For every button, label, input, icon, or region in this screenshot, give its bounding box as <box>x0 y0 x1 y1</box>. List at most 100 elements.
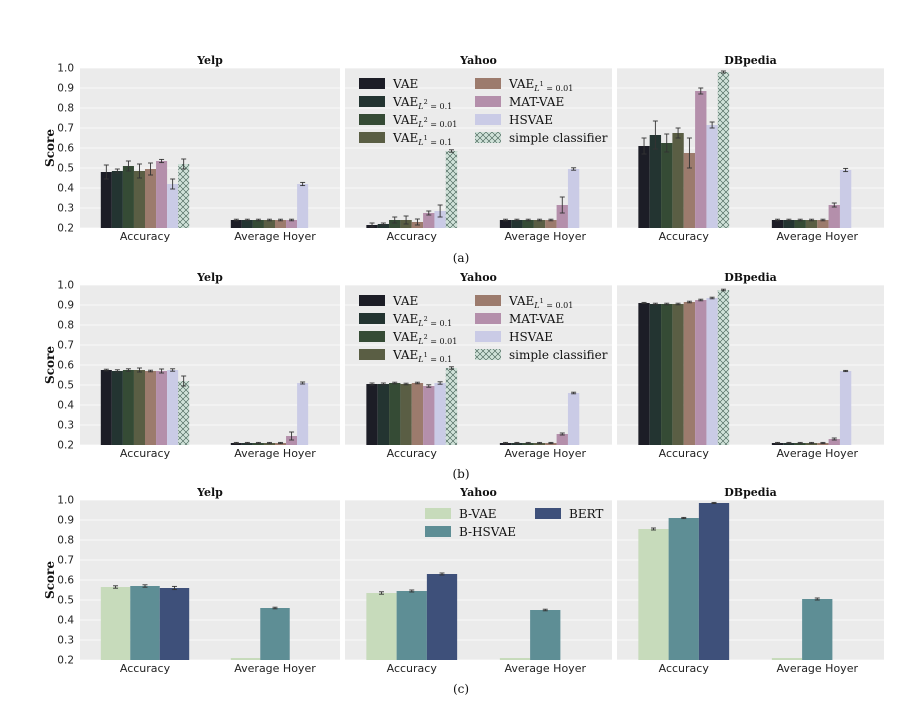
legend-label: HSVAE <box>509 113 553 127</box>
bar-mat-vae <box>286 436 298 445</box>
legend-swatch <box>475 114 501 125</box>
bar-vae-l2-0-1 <box>111 171 123 228</box>
panel-yelp: 0.2 0.3 0.4 0.5 0.6 0.7 0.8 0.9 1.0 Score Yelp Accu… <box>43 54 340 243</box>
bar-vae-l2-0-01 <box>252 220 264 228</box>
bar-simple-classifier <box>717 290 730 445</box>
legend-label: VAE <box>392 77 418 91</box>
bar-vae-l2-0-01 <box>661 143 673 228</box>
legend-label: BERT <box>569 507 603 521</box>
legend: VAE VAEL2 = 0.1 VAEL2 = 0.01 VAEL1 = 0.1 VAE… <box>359 294 608 364</box>
legend-label: VAEL2 = 0.01 <box>392 113 457 129</box>
bar-vae-l1-0-1 <box>263 220 275 228</box>
x-tick-label: Accuracy <box>120 662 171 675</box>
bar-hsvae <box>297 383 309 445</box>
panel-title: Yelp <box>196 271 223 284</box>
panel-yahoo: Yahoo Accuracy Average Hoyer B-VAE B-HSVAE BE… <box>345 486 612 675</box>
bar-vae-l1-0-1 <box>805 220 818 228</box>
legend-label: simple classifier <box>509 131 608 145</box>
bar-vae <box>638 146 650 228</box>
bar-mat-vae <box>423 213 435 228</box>
bar-hsvae <box>167 184 179 228</box>
y-tick-label: 0.7 <box>57 340 74 352</box>
bar-b-hsvae <box>530 610 561 660</box>
x-tick-label: Accuracy <box>659 662 710 675</box>
bar-hsvae <box>839 170 852 228</box>
legend-swatch <box>475 313 501 324</box>
row-0: 0.2 0.3 0.4 0.5 0.6 0.7 0.8 0.9 1.0 Score Yelp Accu… <box>43 54 884 265</box>
legend-label: VAEL2 = 0.01 <box>392 330 457 346</box>
bar-bert <box>159 588 190 660</box>
x-tick-label: Average Hoyer <box>234 230 316 243</box>
x-tick-label: Average Hoyer <box>777 230 859 243</box>
row-2: 0.2 0.3 0.4 0.5 0.6 0.7 0.8 0.9 1.0 Score Yelp Accu… <box>43 486 884 696</box>
y-tick-label: 0.9 <box>57 300 74 312</box>
bar-mat-vae <box>156 371 168 445</box>
legend-swatch <box>475 295 501 306</box>
legend-label: VAEL1 = 0.1 <box>392 348 452 364</box>
legend-swatch <box>359 96 385 107</box>
y-tick-label: 0.8 <box>57 103 74 115</box>
bar-vae-l2-0-1 <box>241 220 253 228</box>
legend-swatch <box>359 313 385 324</box>
bar-b-vae <box>100 587 131 660</box>
bar-mat-vae <box>423 386 435 445</box>
bar-vae-l2-0-1 <box>511 220 523 228</box>
legend-swatch <box>359 349 385 360</box>
legend-label: VAEL1 = 0.1 <box>392 131 452 147</box>
x-tick-label: Accuracy <box>659 447 710 460</box>
bar-mat-vae <box>828 205 840 228</box>
x-tick-label: Average Hoyer <box>777 662 859 675</box>
panel-dbpedia: DBpedia Accuracy Average Hoyer <box>617 271 884 460</box>
x-tick-label: Accuracy <box>659 230 710 243</box>
bar-vae-l1-0-1 <box>133 370 145 445</box>
bar-bert <box>698 503 730 660</box>
panel-dbpedia: DBpedia Accuracy Average Hoyer <box>617 54 884 243</box>
y-tick-label: 0.8 <box>57 535 74 547</box>
bar-simple-classifier <box>178 164 190 228</box>
bar-b-vae <box>230 658 261 660</box>
x-tick-label: Average Hoyer <box>234 662 316 675</box>
x-tick-label: Accuracy <box>387 230 438 243</box>
bar-vae-l2-0-1 <box>649 304 662 445</box>
y-tick-label: 0.4 <box>57 183 74 195</box>
x-tick-label: Accuracy <box>120 447 171 460</box>
panel-title: Yelp <box>196 54 223 67</box>
bar-vae-l2-0-01 <box>122 166 134 228</box>
panel-title: DBpedia <box>724 271 777 284</box>
legend-swatch <box>359 295 385 306</box>
bar-vae-l2-0-01 <box>122 370 134 445</box>
bar-b-hsvae <box>260 608 290 660</box>
legend-swatch <box>359 114 385 125</box>
legend-label: simple classifier <box>509 348 608 362</box>
y-tick-label: 0.9 <box>57 515 74 527</box>
legend-label: VAEL1 = 0.01 <box>508 294 573 310</box>
bar-b-vae <box>771 658 803 660</box>
y-tick-label: 0.6 <box>57 360 74 372</box>
y-tick-label: 0.4 <box>57 615 74 627</box>
bar-bert <box>426 574 458 660</box>
legend-label: HSVAE <box>509 330 553 344</box>
bar-vae-l1-0-1 <box>672 133 684 228</box>
legend-swatch <box>535 508 561 519</box>
legend-label: MAT-VAE <box>509 312 564 326</box>
bar-vae-l2-0-01 <box>794 220 806 228</box>
bar-b-vae <box>366 593 397 660</box>
bar-vae-l1-0-1 <box>400 384 412 445</box>
legend-swatch <box>475 96 501 107</box>
bar-vae-l2-0-01 <box>661 304 673 445</box>
legend-swatch <box>359 132 385 143</box>
row-caption: (c) <box>453 682 469 696</box>
panel-yelp: 0.2 0.3 0.4 0.5 0.6 0.7 0.8 0.9 1.0 Score Yelp Accu… <box>43 486 340 675</box>
legend-swatch <box>475 78 501 89</box>
y-tick-label: 0.8 <box>57 320 74 332</box>
bar-vae-l1-0-01 <box>145 169 157 228</box>
bar-mat-vae <box>556 434 568 445</box>
bar-b-hsvae <box>668 518 699 660</box>
x-tick-label: Accuracy <box>120 230 171 243</box>
bar-simple-classifier <box>445 151 458 228</box>
bar-b-hsvae <box>396 591 427 660</box>
legend-label: VAE <box>392 294 418 308</box>
bar-vae-l2-0-1 <box>377 224 390 228</box>
bar-hsvae <box>567 169 580 228</box>
